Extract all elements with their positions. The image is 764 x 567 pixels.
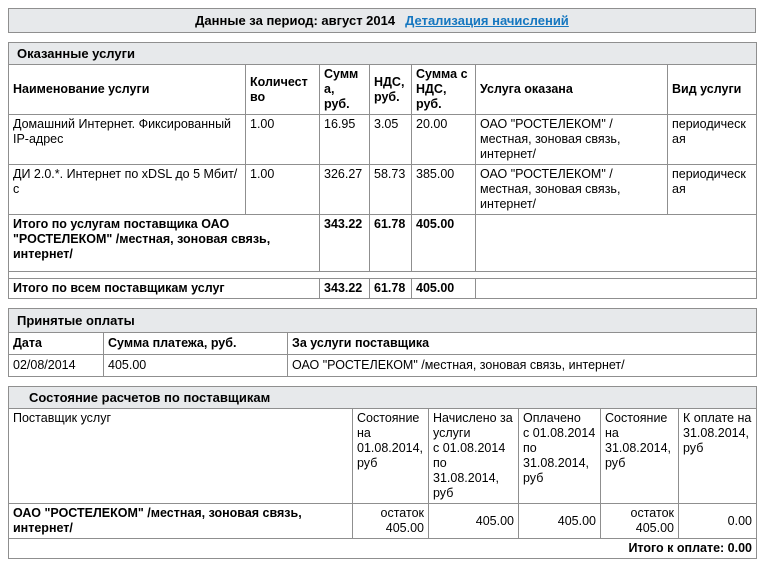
service-vat-cell: 3.05	[369, 114, 412, 165]
provider-total-vat: 61.78	[369, 214, 412, 272]
col-sum-with-vat: Сумма с НДС, руб.	[411, 64, 476, 115]
balance-section-title: Состояние расчетов по поставщикам	[7, 386, 758, 409]
col-service-provided: Услуга оказана	[475, 64, 668, 115]
service-type-cell: периодическая	[666, 114, 758, 165]
payments-table: Принятые оплаты Дата Сумма платежа, руб.…	[7, 308, 758, 377]
provider-total-sum: 343.22	[319, 214, 370, 272]
payments-title-row: Принятые оплаты	[7, 308, 758, 333]
balance-header-row: Поставщик услуг Состояние на 01.08.2014,…	[8, 408, 758, 504]
col-service-type: Вид услуги	[666, 64, 758, 115]
balance-provider-cell: ОАО "РОСТЕЛЕКОМ" /местная, зоновая связь…	[8, 503, 353, 539]
balance-row: ОАО "РОСТЕЛЕКОМ" /местная, зоновая связь…	[8, 503, 758, 539]
col-due: К оплате на 31.08.2014, руб	[677, 408, 758, 504]
services-header-row: Наименование услуги Количество Сумма, ру…	[8, 64, 758, 115]
balance-state-start-cell: остаток 405.00	[352, 503, 429, 539]
provider-total-amount: 405.00	[411, 214, 476, 272]
service-provider-cell: ОАО "РОСТЕЛЕКОМ" /местная, зоновая связь…	[475, 114, 668, 165]
detail-accruals-link[interactable]: Детализация начислений	[405, 13, 569, 28]
services-table: Оказанные услуги Наименование услуги Кол…	[7, 42, 758, 299]
service-name-cell: ДИ 2.0.*. Интернет по xDSL до 5 Мбит/с	[8, 164, 246, 215]
balance-accrued-cell: 405.00	[428, 503, 519, 539]
balance-table: Состояние расчетов по поставщикам Постав…	[7, 386, 758, 559]
col-paid: Оплачено с 01.08.2014 по 31.08.2014, руб	[518, 408, 601, 504]
col-for-provider-services: За услуги поставщика	[286, 332, 758, 355]
service-total-cell: 385.00	[411, 164, 476, 215]
service-row: Домашний Интернет. Фиксированный IP-адре…	[8, 114, 758, 165]
payment-amount-cell: 405.00	[103, 354, 288, 377]
payment-date-cell: 02/08/2014	[8, 354, 104, 377]
grand-total-label: Итого по всем поставщикам услуг	[8, 278, 320, 299]
provider-total-row: Итого по услугам поставщика ОАО "РОСТЕЛЕ…	[8, 214, 758, 272]
provider-total-empty-cell	[474, 214, 758, 272]
col-date: Дата	[8, 332, 104, 355]
col-state-start: Состояние на 01.08.2014, руб	[352, 408, 429, 504]
col-quantity: Количество	[245, 64, 320, 115]
service-sum-cell: 16.95	[319, 114, 370, 165]
payments-section-title: Принятые оплаты	[7, 308, 758, 333]
grand-total-vat: 61.78	[369, 278, 412, 299]
col-provider: Поставщик услуг	[8, 408, 353, 504]
balance-state-end-cell: остаток 405.00	[600, 503, 679, 539]
spacer-cell	[7, 271, 758, 279]
col-payment-amount: Сумма платежа, руб.	[103, 332, 288, 355]
col-vat: НДС, руб.	[369, 64, 412, 115]
service-row: ДИ 2.0.*. Интернет по xDSL до 5 Мбит/с 1…	[8, 164, 758, 215]
service-name-cell: Домашний Интернет. Фиксированный IP-адре…	[8, 114, 246, 165]
balance-paid-cell: 405.00	[518, 503, 601, 539]
payment-row: 02/08/2014 405.00 ОАО "РОСТЕЛЕКОМ" /мест…	[8, 354, 758, 377]
col-service-name: Наименование услуги	[8, 64, 246, 115]
total-due-label: Итого к оплате: 0.00	[7, 538, 758, 559]
payments-header-row: Дата Сумма платежа, руб. За услуги поста…	[8, 332, 758, 355]
service-qty-cell: 1.00	[245, 164, 320, 215]
grand-total-empty-cell	[474, 278, 758, 299]
col-accrued: Начислено за услуги с 01.08.2014 по 31.0…	[428, 408, 519, 504]
service-total-cell: 20.00	[411, 114, 476, 165]
grand-total-row: Итого по всем поставщикам услуг 343.22 6…	[8, 278, 758, 299]
service-type-cell: периодическая	[666, 164, 758, 215]
grand-total-amount: 405.00	[411, 278, 476, 299]
period-bar: Данные за период: август 2014 Детализация…	[8, 8, 756, 33]
provider-total-label: Итого по услугам поставщика ОАО "РОСТЕЛЕ…	[8, 214, 320, 272]
col-sum: Сумма, руб.	[319, 64, 370, 115]
col-state-end: Состояние на 31.08.2014, руб	[600, 408, 679, 504]
balance-due-cell: 0.00	[677, 503, 758, 539]
payment-provider-cell: ОАО "РОСТЕЛЕКОМ" /местная, зоновая связь…	[286, 354, 758, 377]
balance-total-row: Итого к оплате: 0.00	[7, 538, 758, 559]
services-title-row: Оказанные услуги	[7, 42, 758, 65]
balance-title-row: Состояние расчетов по поставщикам	[7, 386, 758, 409]
grand-total-sum: 343.22	[319, 278, 370, 299]
spacer-row	[7, 271, 758, 279]
service-vat-cell: 58.73	[369, 164, 412, 215]
service-provider-cell: ОАО "РОСТЕЛЕКОМ" /местная, зоновая связь…	[475, 164, 668, 215]
service-qty-cell: 1.00	[245, 114, 320, 165]
services-section-title: Оказанные услуги	[7, 42, 758, 65]
service-sum-cell: 326.27	[319, 164, 370, 215]
period-label: Данные за период: август 2014	[195, 13, 396, 28]
